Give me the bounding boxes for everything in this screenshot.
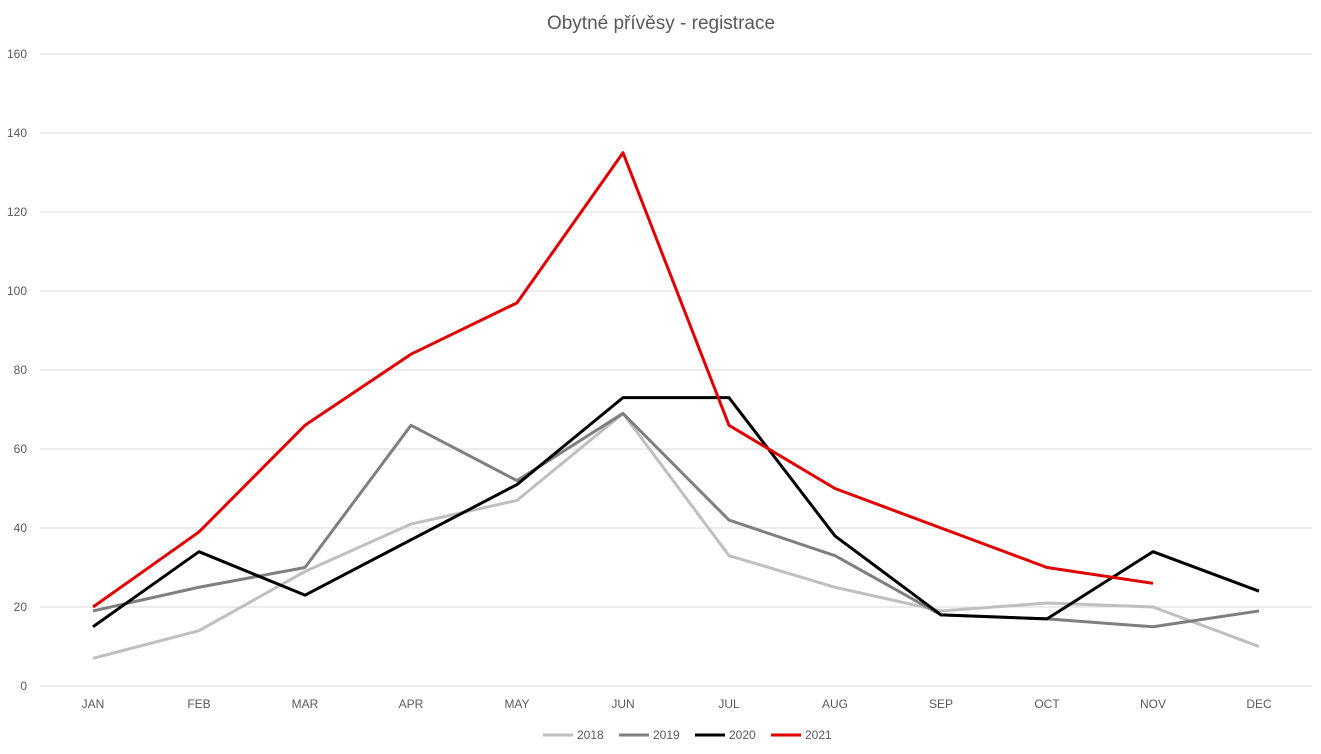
x-tick-label: MAR bbox=[292, 697, 319, 711]
y-tick-label: 80 bbox=[14, 363, 28, 377]
x-tick-label: FEB bbox=[187, 697, 210, 711]
legend-label: 2021 bbox=[805, 728, 832, 742]
x-axis-tick-labels: JAN FEB MAR APR MAY JUN JUL AUG SEP OCT NOV DEC bbox=[82, 697, 1272, 711]
y-tick-label: 0 bbox=[20, 679, 27, 693]
x-tick-label: MAY bbox=[504, 697, 529, 711]
x-tick-label: JUL bbox=[718, 697, 740, 711]
x-tick-label: DEC bbox=[1246, 697, 1272, 711]
x-tick-label: JAN bbox=[82, 697, 105, 711]
x-tick-label: OCT bbox=[1034, 697, 1060, 711]
y-tick-label: 120 bbox=[7, 205, 27, 219]
y-tick-label: 160 bbox=[7, 47, 27, 61]
legend-item-2021: 2021 bbox=[771, 728, 832, 742]
x-tick-label: SEP bbox=[929, 697, 953, 711]
legend-label: 2020 bbox=[729, 728, 756, 742]
x-tick-label: NOV bbox=[1140, 697, 1166, 711]
chart-title: Obytné přívěsy - registrace bbox=[547, 13, 775, 34]
x-tick-label: APR bbox=[399, 697, 424, 711]
legend-label: 2018 bbox=[577, 728, 604, 742]
series-line-2019 bbox=[92, 411, 1260, 629]
legend-item-2020: 2020 bbox=[695, 728, 756, 742]
legend-label: 2019 bbox=[653, 728, 680, 742]
y-axis-tick-labels: 0 20 40 60 80 100 120 140 160 bbox=[7, 47, 27, 693]
y-tick-label: 100 bbox=[7, 284, 27, 298]
gridlines bbox=[40, 53, 1312, 687]
y-tick-label: 20 bbox=[14, 600, 28, 614]
series-line-2021 bbox=[92, 151, 1154, 609]
legend: 2018 2019 2020 2021 bbox=[543, 728, 832, 742]
x-tick-label: JUN bbox=[611, 697, 634, 711]
series-lines bbox=[92, 151, 1260, 660]
legend-item-2018: 2018 bbox=[543, 728, 604, 742]
y-tick-label: 140 bbox=[7, 126, 27, 140]
y-tick-label: 60 bbox=[14, 442, 28, 456]
x-tick-label: AUG bbox=[822, 697, 848, 711]
series-line-2018 bbox=[92, 411, 1260, 660]
series-line-2020 bbox=[92, 396, 1260, 628]
legend-item-2019: 2019 bbox=[619, 728, 680, 742]
y-tick-label: 40 bbox=[14, 521, 28, 535]
